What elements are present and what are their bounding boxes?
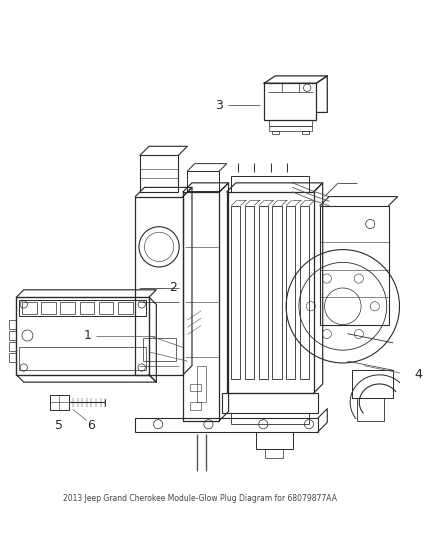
Bar <box>302 131 309 134</box>
Bar <box>222 393 318 413</box>
Bar <box>17 297 149 375</box>
Bar <box>231 206 240 379</box>
Bar <box>352 370 393 398</box>
Text: 4: 4 <box>437 366 438 378</box>
Bar <box>9 331 17 340</box>
Text: 2013 Jeep Grand Cherokee Module-Glow Plug Diagram for 68079877AA: 2013 Jeep Grand Cherokee Module-Glow Plu… <box>63 494 337 503</box>
Bar <box>187 171 219 191</box>
Bar <box>269 120 312 126</box>
Bar <box>272 206 282 379</box>
Bar <box>22 302 36 314</box>
Bar <box>320 206 389 325</box>
Bar <box>259 206 268 379</box>
Bar <box>183 192 219 421</box>
Bar <box>9 320 17 329</box>
Bar <box>264 83 316 120</box>
Bar <box>9 353 17 362</box>
Bar <box>135 197 183 375</box>
Bar <box>286 206 295 379</box>
Bar <box>135 418 318 432</box>
Bar <box>231 413 309 424</box>
Text: 3: 3 <box>215 99 223 111</box>
Bar <box>19 348 146 370</box>
Bar <box>50 395 69 409</box>
Bar <box>9 342 17 351</box>
Text: 5: 5 <box>56 418 64 432</box>
Bar <box>197 366 206 402</box>
Bar <box>143 338 176 361</box>
Bar <box>269 126 312 131</box>
Bar <box>265 449 283 458</box>
Bar <box>190 402 201 409</box>
Bar <box>357 398 384 421</box>
Bar <box>272 131 279 134</box>
Bar <box>300 206 309 379</box>
Bar <box>140 156 178 192</box>
Bar <box>41 302 56 314</box>
Bar <box>227 192 314 393</box>
Bar <box>19 300 146 316</box>
Bar <box>245 206 254 379</box>
Bar <box>80 302 94 314</box>
Bar <box>256 432 293 449</box>
Bar <box>190 384 201 391</box>
Text: 1: 1 <box>84 329 92 342</box>
Bar <box>60 302 75 314</box>
Bar <box>99 302 113 314</box>
Text: 4: 4 <box>414 368 422 381</box>
Text: 6: 6 <box>88 418 95 432</box>
Bar <box>118 302 133 314</box>
Bar <box>231 175 309 192</box>
Text: 2: 2 <box>169 281 177 295</box>
